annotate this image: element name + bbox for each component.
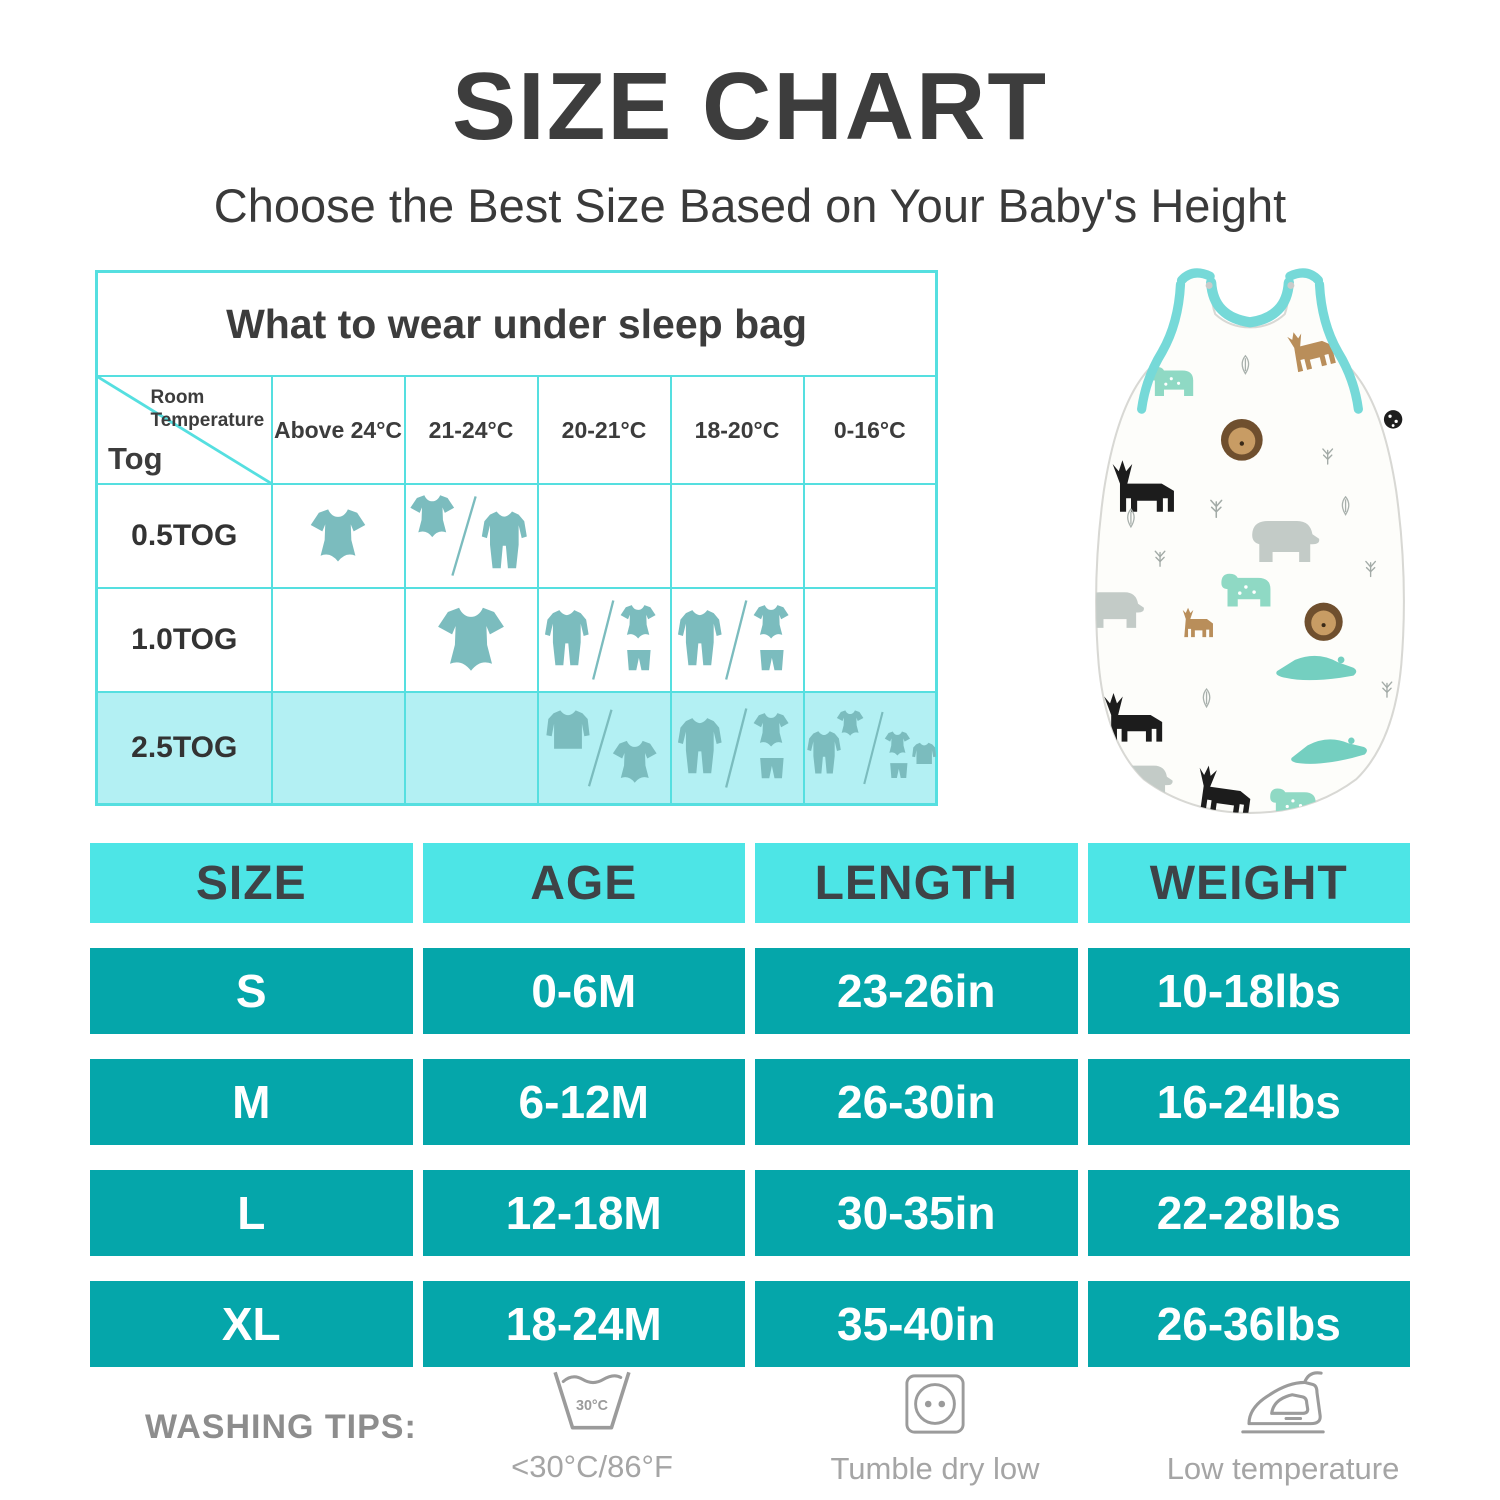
tumble-dry-icon <box>905 1374 965 1434</box>
empty-cell <box>270 587 406 693</box>
corner-cell: Room Temperature Tog <box>95 375 273 485</box>
size-header-size: SIZE <box>90 843 413 923</box>
clothing-icon-sleeper-bodysuit-pants <box>669 587 805 693</box>
polka-bow <box>1383 410 1403 429</box>
washing-item-tumble-dry: Tumble dry low <box>785 1372 1085 1487</box>
wear-table-title: What to wear under sleep bag <box>95 270 938 377</box>
clothing-icon-bodysuit-large <box>403 587 539 693</box>
size-cell: 30-35in <box>755 1170 1078 1256</box>
size-cell: 16-24lbs <box>1087 1059 1410 1145</box>
size-cell: 6-12M <box>422 1059 745 1145</box>
temp-header: 20-21°C <box>536 375 672 485</box>
wash-caption: Tumble dry low <box>830 1451 1040 1486</box>
wear-table-body: 0.5TOG 1.0TOG 2.5TOG <box>95 483 938 805</box>
wear-table-row: 1.0TOG <box>95 587 938 693</box>
washing-item-hand-wash: 30°C <30°C/86°F <box>442 1368 742 1485</box>
page-subtitle: Choose the Best Size Based on Your Baby'… <box>213 179 1287 232</box>
wear-guide-table: What to wear under sleep bag Room Temper… <box>95 270 939 806</box>
temp-header: 18-20°C <box>669 375 805 485</box>
size-header-length: LENGTH <box>755 843 1078 923</box>
empty-cell <box>536 483 672 589</box>
size-header-weight: WEIGHT <box>1087 843 1410 923</box>
corner-room-temperature-label: Room Temperature <box>150 387 265 431</box>
clothing-icon-jacket-bodysuit <box>536 691 672 805</box>
temp-header: Above 24°C <box>270 375 406 485</box>
corner-tog-label: Tog <box>108 441 163 476</box>
size-cell: 26-36lbs <box>1087 1281 1410 1367</box>
size-cell: 22-28lbs <box>1087 1170 1410 1256</box>
wear-table-head-rows: What to wear under sleep bag Room Temper… <box>95 270 938 485</box>
tog-label: 1.0TOG <box>95 587 273 693</box>
empty-cell <box>802 587 938 693</box>
clothing-icon-sleeper-bodysuit-pants <box>536 587 672 693</box>
wear-table-row: 0.5TOG <box>95 483 938 589</box>
size-header-age: AGE <box>422 843 745 923</box>
size-cell: L <box>90 1170 413 1256</box>
temp-header: 21-24°C <box>403 375 539 485</box>
wash-temp-text: 30°C <box>576 1398 608 1414</box>
wash-basin-icon: 30°C <box>553 1371 631 1430</box>
size-cell: 35-40in <box>755 1281 1078 1367</box>
clothing-icon-bodysuit <box>270 483 406 589</box>
wash-caption: Low temperature <box>1166 1451 1400 1486</box>
tog-label: 2.5TOG <box>95 691 273 805</box>
size-cell: M <box>90 1059 413 1145</box>
temp-header: 0-16°C <box>802 375 938 485</box>
size-cell: 0-6M <box>422 948 745 1034</box>
empty-cell <box>802 483 938 589</box>
empty-cell <box>669 483 805 589</box>
diagonal-line <box>98 377 271 483</box>
wear-table-row: 2.5TOG <box>95 691 938 805</box>
empty-cell <box>270 691 406 805</box>
size-cell: 12-18M <box>422 1170 745 1256</box>
size-cell: 23-26in <box>755 948 1078 1034</box>
empty-cell <box>403 691 539 805</box>
washing-item-iron: Low temperature <box>1133 1368 1433 1487</box>
shoulder-snaps <box>1205 281 1295 289</box>
size-table: SIZE AGE LENGTH WEIGHT S 0-6M 23-26in 10… <box>90 843 1410 1367</box>
wash-caption: <30°C/86°F <box>511 1449 673 1484</box>
size-cell: XL <box>90 1281 413 1367</box>
tog-label: 0.5TOG <box>95 483 273 589</box>
washing-tips-label: WASHING TIPS: <box>145 1408 417 1446</box>
clothing-icon-bodysuit-sleeper <box>403 483 539 589</box>
size-cell: 10-18lbs <box>1087 948 1410 1034</box>
clothing-icon-sleeper-bodysuit-bodysuit-pants-jacket <box>802 691 938 805</box>
size-cell: 18-24M <box>422 1281 745 1367</box>
iron-icon <box>1241 1371 1325 1434</box>
sleep-bag-body <box>1095 272 1405 814</box>
page-title: SIZE CHART <box>452 53 1048 160</box>
clothing-icon-sleeper-bodysuit-pants <box>669 691 805 805</box>
size-cell: S <box>90 948 413 1034</box>
size-cell: 26-30in <box>755 1059 1078 1145</box>
aqua-trim <box>1137 268 1363 414</box>
product-image <box>1095 268 1405 814</box>
